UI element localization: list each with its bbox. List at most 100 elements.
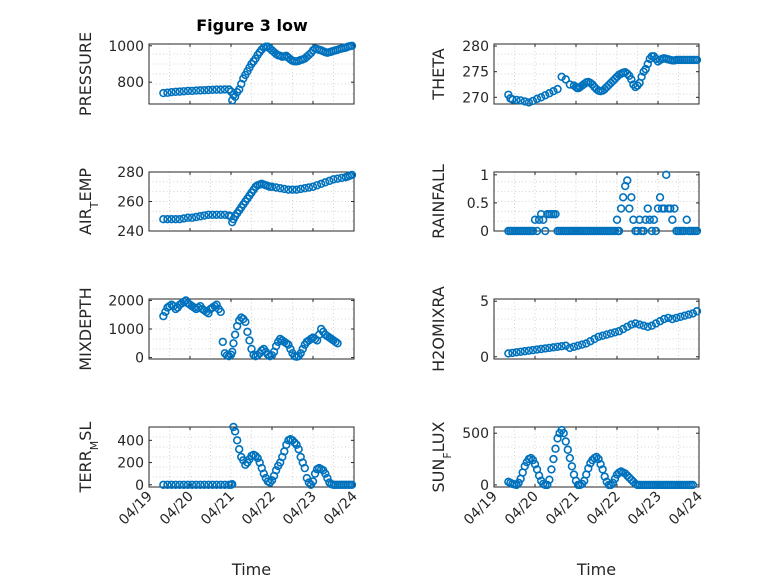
data-point: [224, 85, 234, 94]
y-tick-label: 240: [117, 224, 144, 240]
data-point: [179, 87, 189, 96]
x-tick-label: 04/20: [502, 489, 542, 529]
data-point: [312, 181, 322, 190]
data-point: [592, 452, 601, 462]
data-point: [639, 226, 648, 236]
x-axis-label: Time: [576, 560, 616, 579]
y-axis-label: AIRTEMP: [76, 168, 101, 235]
y-tick-label: 500: [462, 426, 489, 442]
data-point: [567, 462, 577, 471]
y-tick-label: 800: [117, 75, 144, 91]
data-point: [208, 480, 217, 489]
data-point: [618, 193, 628, 202]
y-tick-label: 400: [117, 433, 144, 449]
data-point: [543, 480, 552, 490]
data-point: [163, 480, 172, 489]
data-point: [600, 472, 609, 481]
data-point: [692, 307, 702, 316]
y-tick-label: 0: [480, 478, 489, 494]
data-point: [218, 337, 228, 347]
x-axis-label: Time: [231, 560, 271, 579]
data-point: [171, 87, 180, 97]
data-point: [530, 460, 540, 469]
data-point: [308, 477, 318, 486]
data-point: [528, 226, 538, 236]
data-point: [267, 182, 277, 191]
data-point: [688, 480, 698, 490]
subplot-sun_flux: 0 500 04/19 04/20 04/21 04/22 04/23 04/24 SUNFLU…: [429, 421, 706, 579]
subplot-pressure: 800 1000 PRESSURE: [76, 32, 357, 116]
data-point: [627, 320, 636, 329]
data-point: [230, 427, 240, 436]
data-point: [641, 215, 650, 224]
data-point: [598, 331, 607, 340]
data-point: [528, 345, 538, 355]
data-point: [175, 480, 184, 489]
subplot-air_temp: 240 260 280 AIRTEMP: [76, 165, 357, 240]
y-tick-label: 1000: [108, 322, 144, 338]
data-point: [271, 466, 281, 475]
data-point: [208, 210, 217, 219]
data-point: [530, 215, 540, 224]
subplot-h2omixra: 0 5 H2OMIXRA: [429, 286, 702, 372]
y-tick-label: 260: [117, 195, 144, 211]
data-point: [241, 460, 250, 469]
x-tick-label: 04/24: [666, 488, 706, 528]
data-point: [627, 193, 636, 202]
data-point: [167, 480, 176, 489]
data-point: [666, 204, 675, 213]
data-point: [216, 307, 225, 317]
data-point: [196, 480, 205, 489]
data-point: [300, 184, 309, 193]
data-point: [216, 210, 225, 219]
x-tick-label: 04/21: [198, 489, 238, 529]
data-point: [551, 444, 560, 453]
x-tick-label: 04/19: [116, 489, 156, 529]
data-point: [623, 322, 632, 331]
data-point: [200, 211, 209, 220]
data-point: [598, 465, 607, 474]
data-point: [534, 471, 544, 480]
data-point: [551, 209, 560, 219]
data-point: [659, 314, 669, 324]
data-point: [565, 453, 575, 463]
data-point: [610, 474, 620, 483]
data-point: [655, 317, 665, 326]
data-point: [161, 307, 170, 317]
data-point: [635, 320, 644, 329]
data-point: [524, 346, 534, 355]
series-air_temp: [159, 170, 357, 227]
y-tick-label: 2000: [108, 293, 144, 309]
data-point: [561, 75, 570, 84]
data-point: [310, 469, 320, 478]
y-tick-label: 0: [135, 478, 144, 494]
data-point: [680, 311, 689, 320]
series-theta: [504, 52, 702, 107]
data-point: [175, 215, 184, 224]
y-tick-label: 0: [480, 224, 489, 240]
data-point: [271, 183, 281, 192]
data-point: [651, 319, 661, 328]
data-point: [637, 72, 646, 82]
data-point: [610, 226, 620, 236]
data-point: [228, 347, 237, 357]
data-point: [661, 170, 671, 180]
data-point: [284, 340, 293, 349]
data-point: [187, 213, 197, 222]
data-point: [204, 480, 213, 489]
data-point: [159, 311, 168, 321]
data-point: [290, 438, 299, 447]
data-point: [298, 344, 307, 354]
data-point: [532, 226, 542, 236]
data-point: [623, 176, 632, 185]
data-point: [191, 212, 201, 222]
data-point: [302, 473, 312, 483]
data-point: [329, 175, 338, 184]
data-point: [614, 226, 624, 236]
data-point: [602, 330, 611, 339]
data-point: [549, 454, 558, 464]
data-point: [649, 215, 659, 224]
data-point: [200, 480, 209, 489]
data-point: [524, 98, 534, 107]
data-point: [594, 454, 603, 464]
